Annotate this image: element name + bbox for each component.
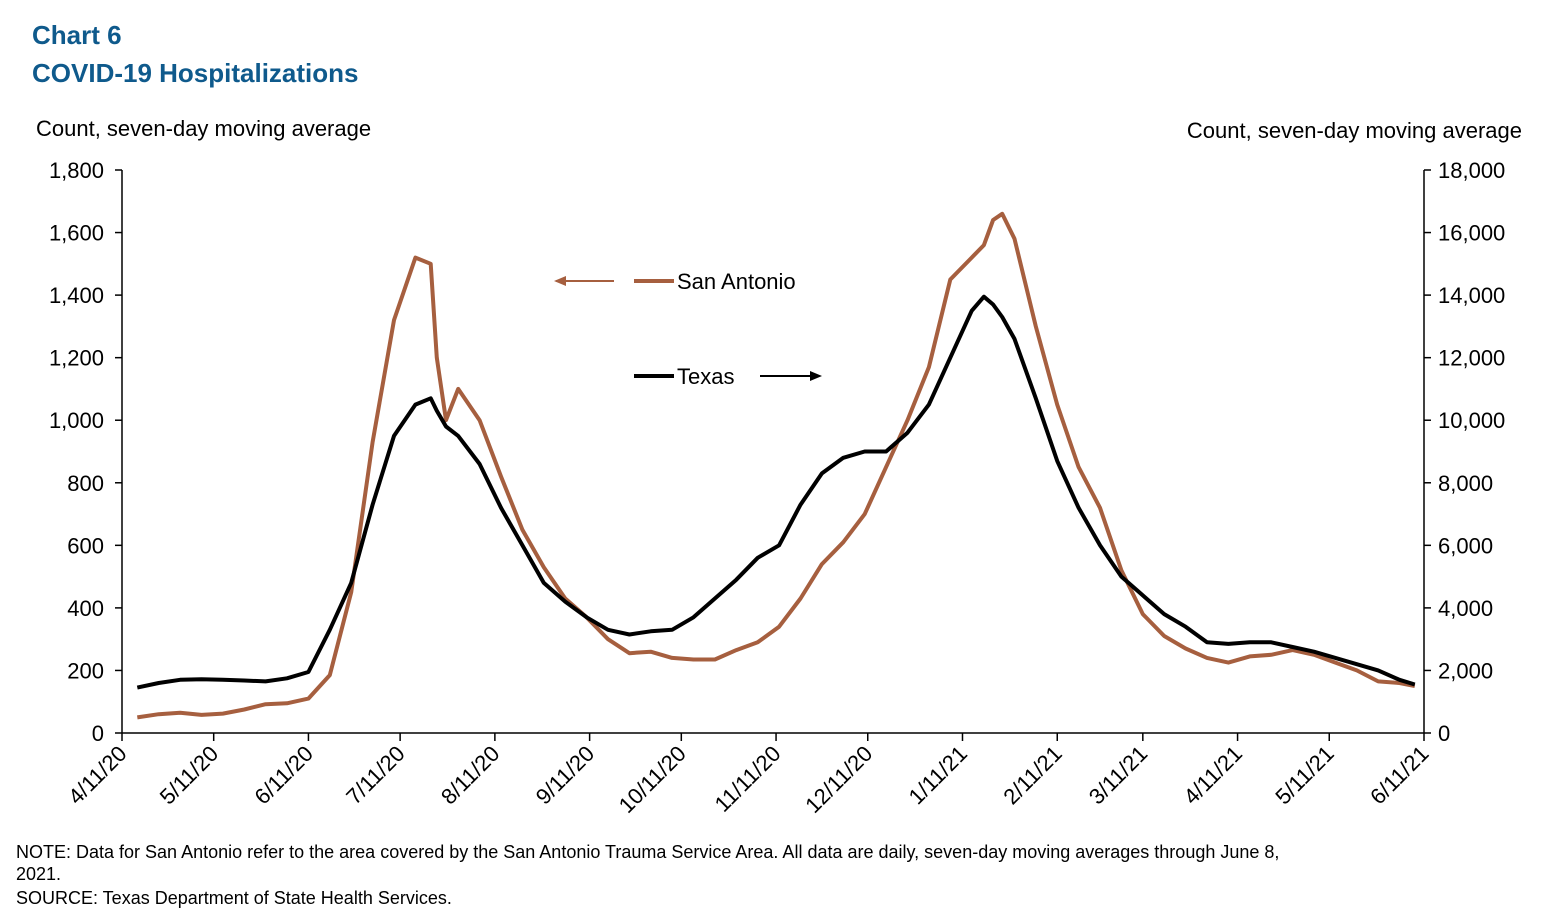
- y-tick-label: 200: [67, 658, 104, 683]
- y-axis-label: Count, seven-day moving average: [36, 116, 371, 141]
- x-tick-label: 10/11/20: [614, 741, 691, 818]
- legend-label: San Antonio: [677, 269, 796, 294]
- x-tick-label: 12/11/20: [800, 741, 877, 818]
- y2-tick-label: 6,000: [1438, 533, 1493, 558]
- legend-label: Texas: [677, 364, 734, 389]
- chart-subtitle: COVID-19 Hospitalizations: [32, 58, 359, 88]
- arrow-head: [810, 371, 822, 381]
- note: NOTE: Data for San Antonio refer to the …: [16, 842, 1279, 884]
- x-tick-label: 2/11/21: [998, 741, 1066, 809]
- arrow-head: [554, 276, 566, 286]
- x-tick-label: 6/11/20: [250, 741, 318, 809]
- x-tick-label: 7/11/20: [341, 741, 409, 809]
- x-tick-label: 5/11/20: [155, 741, 223, 809]
- y2-tick-label: 12,000: [1438, 346, 1505, 371]
- line-series: [137, 211, 1416, 720]
- x-tick-label: 1/11/21: [904, 741, 972, 809]
- source: SOURCE: Texas Department of State Health…: [16, 888, 452, 908]
- y-tick-label: 1,200: [49, 346, 104, 371]
- x-tick-label: 8/11/20: [436, 741, 504, 809]
- y-tick-label: 1,000: [49, 408, 104, 433]
- y-tick-label: 400: [67, 596, 104, 621]
- y2-tick-label: 4,000: [1438, 596, 1493, 621]
- chart-title: Chart 6: [32, 20, 122, 50]
- y-tick-label: 600: [67, 533, 104, 558]
- y2-tick-label: 0: [1438, 721, 1450, 746]
- y2-tick-label: 10,000: [1438, 408, 1505, 433]
- x-tick-label: 9/11/20: [531, 741, 599, 809]
- y-tick-label: 1,800: [49, 158, 104, 183]
- x-tick-label: 3/11/21: [1084, 741, 1152, 809]
- note-line: 2021.: [16, 864, 61, 884]
- x-tick-label: 5/11/21: [1270, 741, 1338, 809]
- y2-tick-label: 14,000: [1438, 283, 1505, 308]
- x-tick-label: 11/11/20: [710, 741, 786, 817]
- y2-tick-label: 18,000: [1438, 158, 1505, 183]
- y2-tick-label: 2,000: [1438, 658, 1493, 683]
- y2-axis-label: Count, seven-day moving average: [1187, 118, 1522, 143]
- y2-tick-label: 8,000: [1438, 471, 1493, 496]
- y-tick-label: 1,400: [49, 283, 104, 308]
- y-tick-label: 1,600: [49, 221, 104, 246]
- y-tick-label: 800: [67, 471, 104, 496]
- line-series: [136, 294, 1416, 690]
- y2-tick-label: 16,000: [1438, 221, 1505, 246]
- x-tick-label: 6/11/21: [1365, 741, 1433, 809]
- x-tick-label: 4/11/21: [1179, 741, 1247, 809]
- y-tick-label: 0: [92, 721, 104, 746]
- note-line: NOTE: Data for San Antonio refer to the …: [16, 842, 1279, 862]
- x-tick-label: 4/11/20: [63, 741, 131, 809]
